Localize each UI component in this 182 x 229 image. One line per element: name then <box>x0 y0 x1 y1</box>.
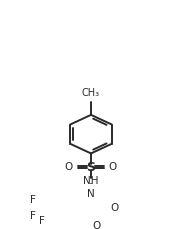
Text: F: F <box>39 216 45 226</box>
Text: O: O <box>93 221 101 229</box>
Text: S: S <box>86 161 96 174</box>
Text: O: O <box>109 162 117 172</box>
Text: O: O <box>111 203 119 213</box>
Text: N: N <box>87 189 95 199</box>
Text: O: O <box>65 162 73 172</box>
Text: CH₃: CH₃ <box>82 88 100 98</box>
Text: F: F <box>30 195 36 205</box>
Text: F: F <box>30 211 36 221</box>
Text: NH: NH <box>83 176 99 186</box>
